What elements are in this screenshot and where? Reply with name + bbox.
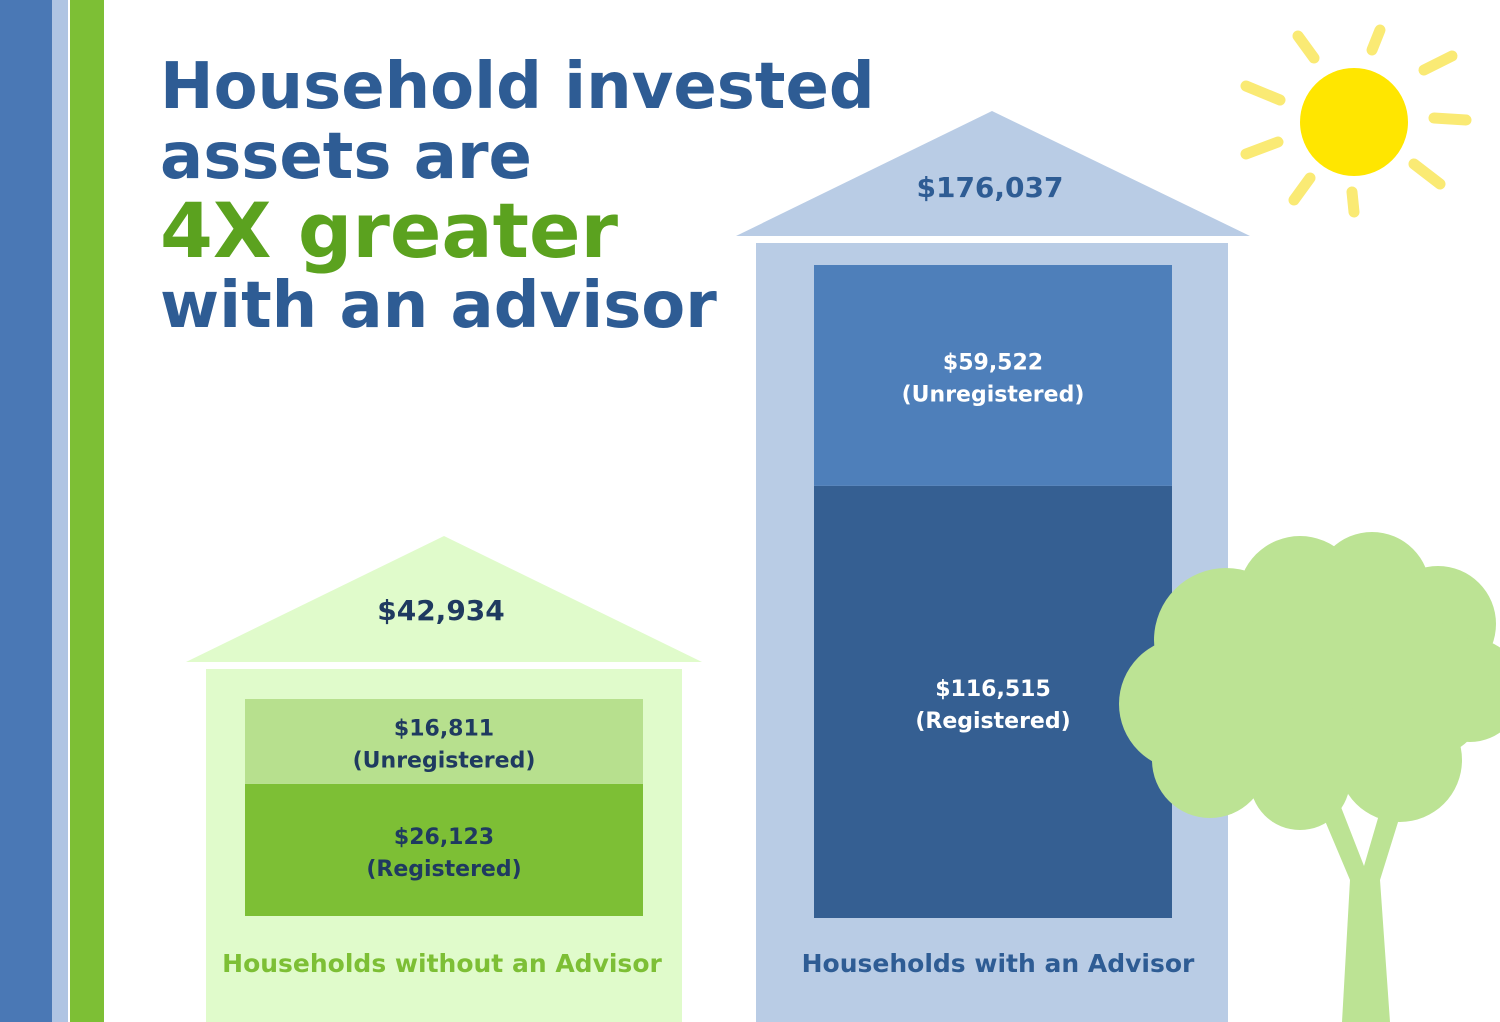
stripe-blue (0, 0, 52, 1022)
stripe-light-blue (52, 0, 68, 1022)
headline-line-1: Household invested (160, 50, 875, 124)
category-label-with-advisor: Households with an Advisor (802, 949, 1195, 978)
registered-value-with-advisor: $116,515 (935, 677, 1051, 702)
registered-label-with-advisor: (Registered) (915, 709, 1070, 734)
unregistered-value-without-advisor: $16,811 (394, 716, 494, 741)
headline: Household invested assets are 4X greater… (160, 52, 875, 342)
bar-registered-with-advisor (814, 485, 1172, 918)
category-label-without-advisor: Households without an Advisor (222, 949, 662, 978)
house-without-roof (186, 536, 702, 662)
total-label-without-advisor: $42,934 (377, 594, 505, 627)
bar-unregistered-with-advisor (814, 265, 1172, 486)
bar-registered-without-advisor (245, 783, 643, 916)
house-without-advisor: $42,934 $16,811 (Unregistered) $26,123 (… (186, 536, 702, 1022)
unregistered-value-with-advisor: $59,522 (943, 350, 1043, 375)
sun-icon (1240, 24, 1472, 218)
registered-label-without-advisor: (Registered) (366, 857, 521, 882)
unregistered-label-without-advisor: (Unregistered) (353, 748, 536, 773)
headline-line-2: assets are (160, 120, 532, 194)
headline-line-4: with an advisor (160, 269, 717, 343)
tree-icon (1119, 532, 1500, 1022)
unregistered-label-with-advisor: (Unregistered) (902, 382, 1085, 407)
headline-line-3: 4X greater (160, 186, 619, 275)
stripe-green (70, 0, 104, 1022)
house-with-roof (736, 111, 1250, 236)
bar-unregistered-without-advisor (245, 699, 643, 784)
total-label-with-advisor: $176,037 (916, 171, 1063, 204)
registered-value-without-advisor: $26,123 (394, 825, 494, 850)
house-with-advisor: $176,037 $59,522 (Unregistered) $116,515… (736, 111, 1250, 1022)
